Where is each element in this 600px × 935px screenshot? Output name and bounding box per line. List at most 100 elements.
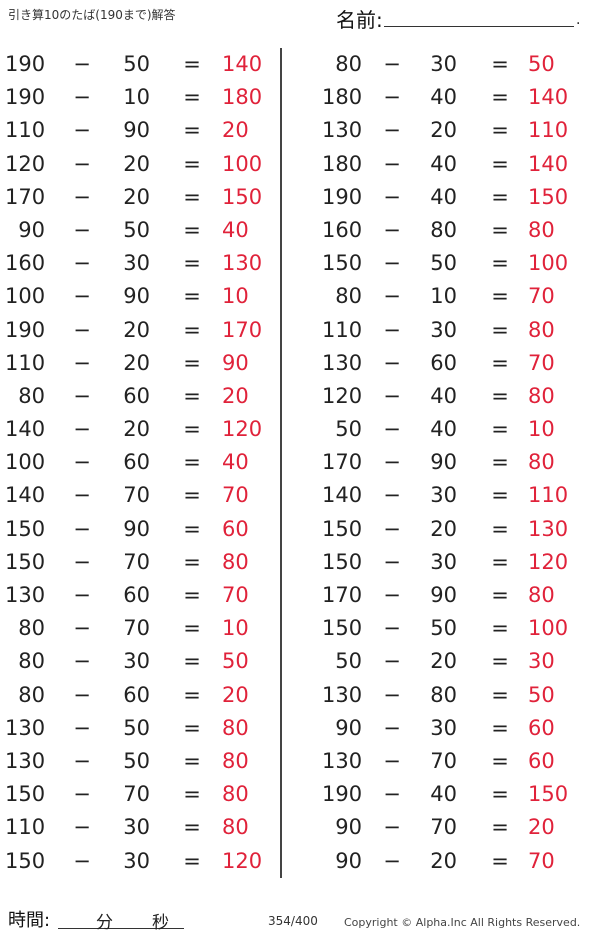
- subtrahend: 90: [123, 516, 150, 541]
- subtrahend: 20: [123, 317, 150, 342]
- problem-row: 90− 30 = 60: [300, 712, 590, 745]
- minuend: 100: [5, 450, 46, 475]
- subtrahend: 30: [430, 549, 457, 574]
- equals-sign: =: [183, 782, 201, 807]
- answer: 150: [528, 184, 569, 209]
- subtrahend: 60: [123, 383, 150, 408]
- answer: 100: [222, 151, 263, 176]
- answer: 70: [222, 483, 249, 508]
- minus-sign: −: [383, 682, 401, 707]
- problem-row: 190 − 20 = 170: [0, 314, 290, 347]
- subtrahend: 30: [430, 317, 457, 342]
- equals-sign: =: [183, 217, 201, 242]
- subtrahend: 40: [430, 383, 457, 408]
- minuend: 90: [335, 715, 362, 740]
- answer: 90: [222, 350, 249, 375]
- problem-row: 150− 30 = 120: [300, 546, 590, 579]
- problem-row: 90− 70 = 20: [300, 811, 590, 844]
- answer: 50: [222, 649, 249, 674]
- equals-sign: =: [491, 782, 509, 807]
- equals-sign: =: [183, 616, 201, 641]
- subtrahend: 50: [123, 748, 150, 773]
- equals-sign: =: [491, 616, 509, 641]
- minus-sign: −: [383, 649, 401, 674]
- problem-column-right: 80−30 = 50 180−40 = 140 130−20 = 110 180−40 = 140 19…: [300, 48, 590, 878]
- minuend: 170: [5, 184, 46, 209]
- answer: 80: [528, 317, 555, 342]
- minuend: 130: [322, 682, 363, 707]
- minuend: 150: [322, 516, 363, 541]
- minus-sign: −: [383, 383, 401, 408]
- minuend: 140: [5, 483, 46, 508]
- problem-row: 130− 70 = 60: [300, 745, 590, 778]
- subtrahend: 30: [123, 848, 150, 873]
- equals-sign: =: [491, 85, 509, 110]
- minuend: 130: [5, 583, 46, 607]
- subtrahend: 30: [123, 815, 150, 840]
- equals-sign: =: [491, 383, 509, 408]
- minuend: 140: [322, 483, 363, 508]
- problem-row: 100 − 60 = 40: [0, 446, 290, 479]
- answer: 70: [222, 583, 249, 607]
- problem-row: 170− 90 = 80: [300, 579, 590, 612]
- minus-sign: −: [383, 217, 401, 242]
- problem-row: 180− 40 = 140: [300, 148, 590, 181]
- minus-sign: −: [73, 350, 91, 375]
- equals-sign: =: [183, 516, 201, 541]
- answer: 80: [528, 450, 555, 475]
- equals-sign: =: [183, 583, 201, 607]
- answer: 60: [528, 715, 555, 740]
- answer: 120: [528, 549, 569, 574]
- subtrahend: 70: [430, 815, 457, 840]
- minus-sign: −: [383, 483, 401, 508]
- equals-sign: =: [183, 483, 201, 508]
- problem-row: 180− 40 = 140: [300, 81, 590, 114]
- minuend: 100: [5, 284, 46, 309]
- answer: 110: [528, 118, 569, 143]
- answer: 70: [528, 284, 555, 309]
- minus-sign: −: [73, 217, 91, 242]
- problem-row: 190− 40 = 150: [300, 181, 590, 214]
- equals-sign: =: [491, 52, 509, 76]
- minuend: 190: [5, 85, 46, 110]
- answer: 150: [222, 184, 263, 209]
- minuend: 190: [322, 782, 363, 807]
- equals-sign: =: [491, 284, 509, 309]
- minus-sign: −: [383, 450, 401, 475]
- equals-sign: =: [491, 848, 509, 873]
- problem-row: 50− 40 = 10: [300, 413, 590, 446]
- minuend: 110: [5, 350, 46, 375]
- answer: 180: [222, 85, 263, 110]
- minus-sign: −: [383, 251, 401, 276]
- answer: 80: [528, 583, 555, 607]
- minus-sign: −: [73, 317, 91, 342]
- equals-sign: =: [183, 748, 201, 773]
- minuend: 80: [18, 649, 45, 674]
- problem-row: 150 − 70 = 80: [0, 546, 290, 579]
- answer: 70: [528, 848, 555, 873]
- minus-sign: −: [73, 782, 91, 807]
- minus-sign: −: [73, 284, 91, 309]
- equals-sign: =: [183, 251, 201, 276]
- column-divider: [280, 48, 282, 878]
- problem-row: 130− 20 = 110: [300, 114, 590, 147]
- equals-sign: =: [491, 815, 509, 840]
- answer: 30: [528, 649, 555, 674]
- equals-sign: =: [491, 251, 509, 276]
- minuend: 80: [18, 682, 45, 707]
- minuend: 140: [5, 417, 46, 442]
- minuend: 130: [5, 715, 46, 740]
- problem-row: 140 − 70 = 70: [0, 479, 290, 512]
- subtrahend: 60: [123, 682, 150, 707]
- equals-sign: =: [491, 549, 509, 574]
- minuend: 150: [5, 782, 46, 807]
- minus-sign: −: [73, 118, 91, 143]
- answer: 130: [222, 251, 263, 276]
- problem-row: 120− 40 = 80: [300, 380, 590, 413]
- answer: 10: [222, 284, 249, 309]
- equals-sign: =: [491, 715, 509, 740]
- equals-sign: =: [491, 317, 509, 342]
- problem-row: 120 − 20 = 100: [0, 148, 290, 181]
- problem-row: 110 − 30 = 80: [0, 811, 290, 844]
- subtrahend: 30: [123, 251, 150, 276]
